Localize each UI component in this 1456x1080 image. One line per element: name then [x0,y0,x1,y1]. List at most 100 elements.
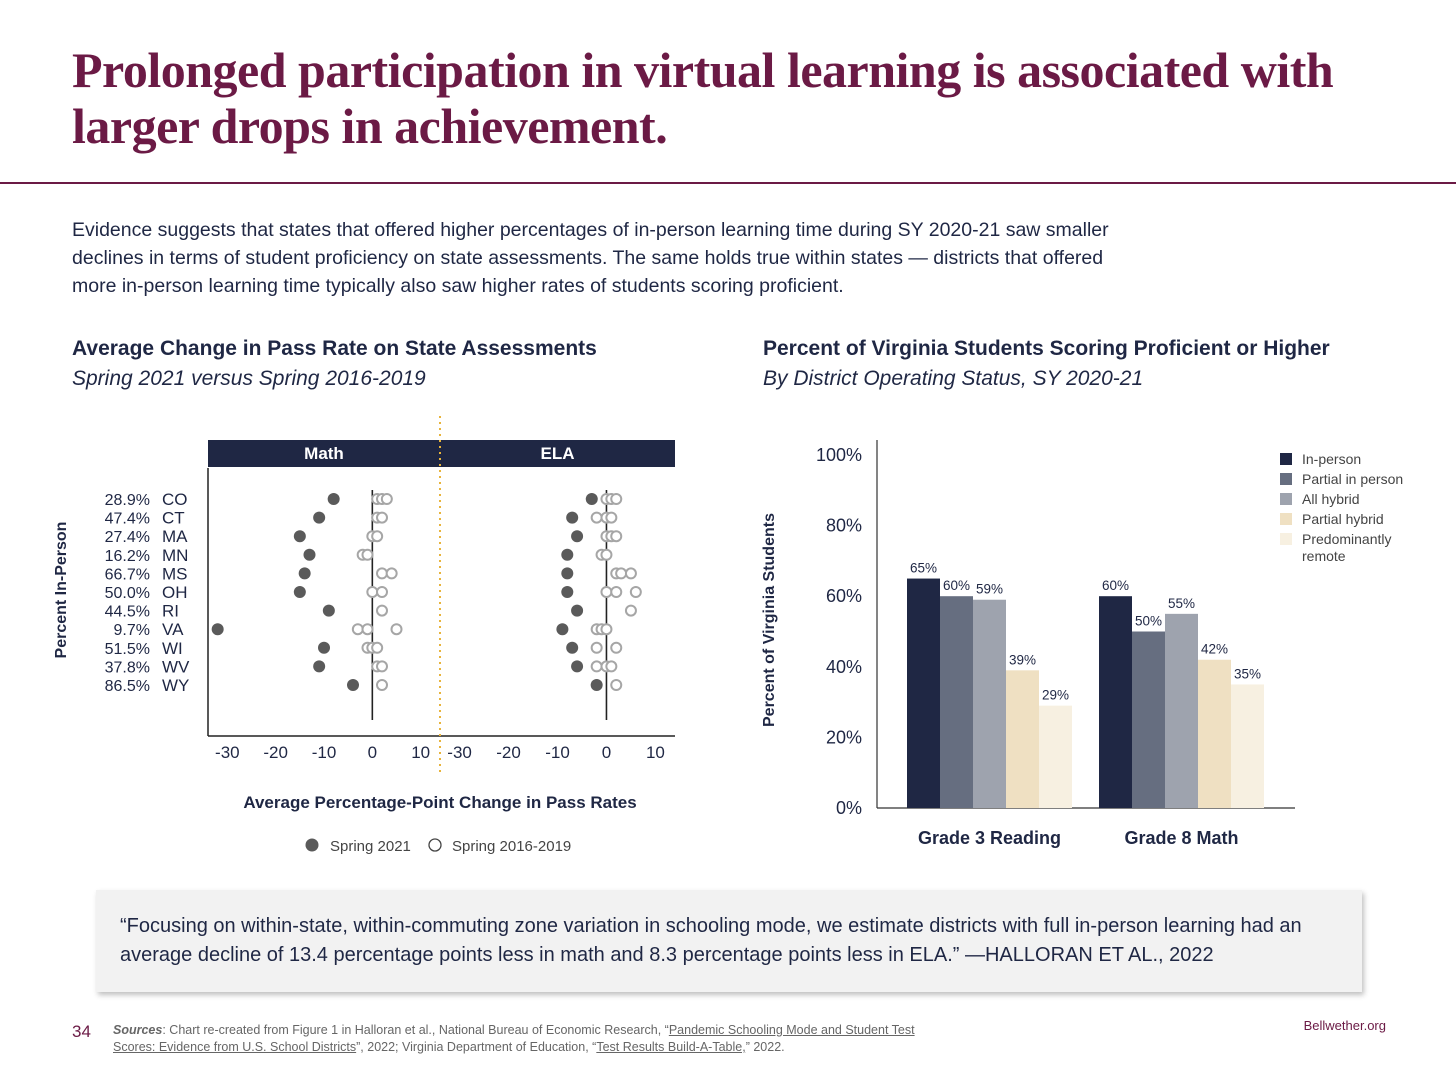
bar-0-2 [973,599,1006,808]
row-state-label: VA [162,620,184,639]
sources-note: Sources: Chart re-created from Figure 1 … [113,1022,933,1056]
point-2021-math [322,604,335,617]
bar-value-label: 60% [943,578,970,593]
point-hist-math [390,623,403,636]
point-2021-math [293,530,306,543]
x-tick-label-ela: -20 [496,743,521,762]
row-percent-label: 51.5% [105,641,150,658]
row-state-label: CO [162,490,188,509]
row-percent-label: 66.7% [105,566,150,583]
bar-chart: 0% 20% 40% 60% 80% 100% Percent of Virginia St… [761,440,1403,848]
point-hist-ela [610,586,623,598]
quote-box: “Focusing on within-state, within-commut… [96,890,1362,992]
bar-1-1 [1132,631,1165,808]
legend-swatch [1280,453,1292,465]
title-divider [0,182,1456,184]
page-title: Prolonged participation in virtual learn… [72,42,1334,154]
row-state-label: WV [162,657,190,676]
legend-swatch [1280,533,1292,545]
sources-text-1: : Chart re-created from Figure 1 in Hall… [162,1023,669,1037]
intro-paragraph: Evidence suggests that states that offer… [72,219,1109,297]
scatter-chart-title: Average Change in Pass Rate on State Ass… [72,337,597,360]
bar-1-4 [1231,684,1264,808]
legend-swatch [1280,473,1292,485]
point-2021-ela [561,548,574,561]
point-hist-math [366,586,379,598]
legend-label: Partial hybrid [1302,511,1384,527]
legend-marker-spring-2021 [305,838,319,852]
panel-label-ela: ELA [541,444,575,463]
bar-value-label: 60% [1102,578,1129,593]
row-state-label: OH [162,583,188,602]
x-tick-label-ela: -10 [545,743,570,762]
point-hist-ela [605,511,618,524]
bar-0-3 [1006,670,1039,808]
y-tick-label: 40% [826,657,862,677]
point-hist-math [361,623,374,636]
bar-chart-title: Percent of Virginia Students Scoring Pro… [763,337,1330,360]
point-hist-ela [600,623,613,636]
y-tick-label: 80% [826,516,862,536]
site-link[interactable]: Bellwether.org [1303,1018,1386,1033]
source-link-vdoe[interactable]: Test Results Build-A-Table, [596,1040,746,1054]
point-hist-ela [610,641,623,654]
bar-value-label: 50% [1135,614,1162,629]
point-2021-math [298,567,311,580]
point-2021-math [327,493,340,505]
row-state-label: WI [162,639,183,658]
point-hist-ela [590,511,603,524]
row-percent-label: 27.4% [105,529,150,546]
point-2021-ela [561,567,574,580]
point-2021-math [303,548,316,561]
point-hist-math [376,511,388,524]
point-hist-ela [600,586,613,598]
bar-1-0 [1099,596,1132,808]
point-hist-math [361,548,374,561]
x-tick-label-math: 10 [411,743,430,762]
row-percent-label: 50.0% [105,585,150,602]
legend-marker-spring-2016-2019 [428,838,442,852]
row-state-label: WY [162,676,189,695]
row-state-label: MN [162,546,188,565]
bar-value-label: 55% [1168,596,1195,611]
source-link-nber[interactable]: Pandemic Schooling Mode and Student Test… [113,1023,915,1054]
row-state-label: CT [162,509,185,528]
point-2021-ela [561,586,574,598]
bar-value-label: 65% [910,561,937,576]
x-category-label: Grade 3 Reading [918,828,1061,848]
row-percent-label: 47.4% [105,511,150,528]
panel-label-math: Math [304,444,344,463]
x-tick-label-math: -10 [312,743,337,762]
scatter-chart-subtitle: Spring 2021 versus Spring 2016-2019 [72,367,426,390]
bar-value-label: 39% [1009,652,1036,667]
legend-label: Partial in person [1302,471,1403,487]
point-hist-math [376,604,388,617]
legend-swatch [1280,493,1292,505]
y-tick-label: 0% [836,798,862,818]
x-tick-label-math: -30 [215,743,240,762]
point-hist-ela [600,548,613,561]
point-hist-ela [624,567,637,580]
bar-1-2 [1165,613,1198,808]
panel-header-bar [208,440,675,467]
page-number: 34 [72,1022,91,1041]
point-2021-math [211,623,224,636]
bar-1-3 [1198,659,1231,808]
point-2021-ela [566,511,579,524]
legend-swatch [1280,513,1292,525]
dot-plot-chart: Math ELA 28.9% CO 47.4% CT 27.4% MA 16.2% MN 66.7%… [53,416,675,855]
point-2021-math [313,660,326,673]
point-2021-math [313,511,326,524]
sources-text-3: ” 2022. [745,1040,785,1054]
x-tick-label-math: 0 [368,743,377,762]
bar-0-4 [1039,705,1072,808]
point-hist-ela [610,530,623,543]
point-hist-math [371,530,384,543]
point-hist-math [380,493,393,505]
x-axis-title: Average Percentage-Point Change in Pass … [243,793,636,812]
point-hist-ela [610,679,623,691]
point-hist-math [376,660,388,673]
y-tick-label: 100% [816,445,862,465]
point-2021-ela [556,623,569,636]
x-tick-label-ela: 0 [602,743,611,762]
